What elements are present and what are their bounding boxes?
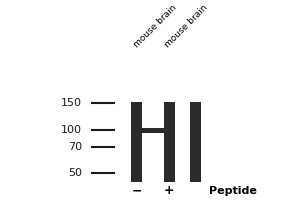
- Text: Peptide: Peptide: [209, 186, 257, 196]
- Text: mouse brain: mouse brain: [132, 3, 178, 49]
- Bar: [131, 128, 175, 133]
- Bar: [164, 102, 175, 182]
- Text: −: −: [131, 184, 142, 197]
- Text: 150: 150: [61, 98, 82, 108]
- Text: +: +: [164, 184, 175, 197]
- Bar: [190, 102, 201, 182]
- Text: 70: 70: [68, 142, 82, 152]
- Bar: [175, 102, 190, 182]
- Text: 50: 50: [68, 168, 82, 178]
- Text: 100: 100: [61, 125, 82, 135]
- Bar: [131, 102, 142, 182]
- Text: mouse brain: mouse brain: [163, 3, 209, 49]
- Bar: [142, 102, 164, 182]
